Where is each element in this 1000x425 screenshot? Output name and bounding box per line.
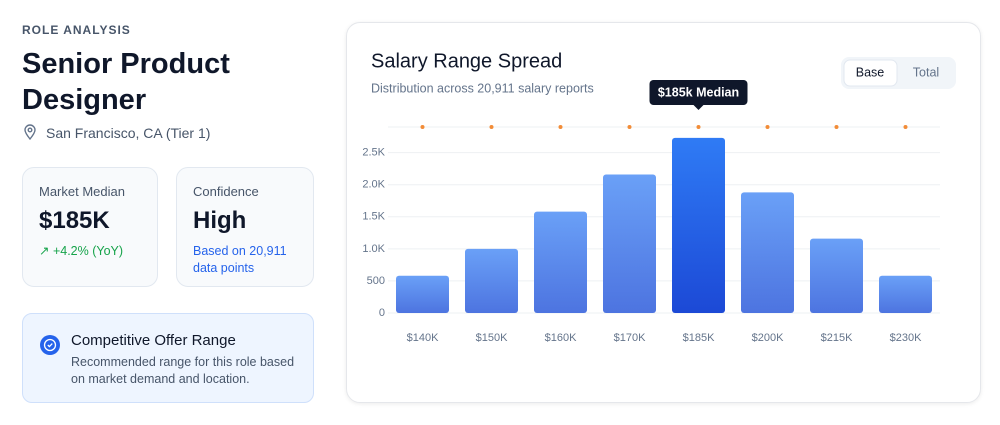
y-tick-label: 2.5K [362, 147, 385, 159]
chart-title: Salary Range Spread [371, 50, 562, 72]
toggle-active[interactable] [843, 59, 898, 87]
range-dot [696, 125, 701, 129]
tooltip [649, 80, 748, 105]
card-note: +4.2% (YoY) [52, 244, 124, 258]
median-card: Market Median $185K ↗ +4.2% (YoY) [22, 167, 158, 287]
x-tick-label: $170K [614, 332, 646, 344]
confidence-card: Confidence High Based on 20,911 data poi… [176, 167, 314, 287]
x-tick-label: $215K [821, 332, 853, 344]
bar [672, 137, 725, 313]
bar [534, 211, 587, 313]
offer-box: Competitive Offer Range Recommended rang… [22, 313, 314, 403]
card-value: $185K [39, 207, 110, 234]
x-tick-label: $160K [545, 332, 577, 344]
toggle-option[interactable]: Total [913, 65, 939, 79]
card-label: Confidence [193, 184, 259, 199]
offer-title: Competitive Offer Range [71, 332, 236, 349]
chart-card: Salary Range Spread Distribution across … [346, 22, 981, 403]
bar [810, 238, 863, 313]
y-tick-label: 0 [379, 307, 385, 319]
annotation: $185k Median [658, 85, 739, 99]
y-tick-label: 1.0K [362, 243, 385, 255]
range-dot [489, 125, 494, 129]
offer-text: Recommended range for this role based on… [71, 355, 295, 386]
y-tick-label: 1.5K [362, 211, 385, 223]
x-tick-label: $230K [890, 332, 922, 344]
toggle-option[interactable]: Base [856, 65, 885, 79]
x-tick-label: $140K [407, 332, 439, 344]
x-tick-label: $150K [476, 332, 508, 344]
range-dot [420, 125, 425, 129]
card-note: Based on 20,911 data points [193, 244, 287, 275]
trend-icon: ↗ [39, 244, 53, 258]
y-tick-label: 2.0K [362, 179, 385, 191]
chart-subtitle: Distribution across 20,911 salary report… [371, 81, 594, 95]
bar [396, 275, 449, 313]
chart: Salary Range Spread Distribution across … [362, 50, 956, 344]
card-value: High [193, 207, 247, 234]
y-tick-label: 500 [367, 275, 385, 287]
role-title: Senior Product Designer [22, 48, 230, 116]
bar [603, 174, 656, 313]
range-dot [558, 125, 563, 129]
range-dot [765, 125, 770, 129]
range-dot [627, 125, 632, 129]
eyebrow: ROLE ANALYSIS [22, 23, 131, 37]
range-dot [903, 125, 908, 129]
range-dot [834, 125, 839, 129]
bar [879, 275, 932, 313]
card-label: Market Median [39, 184, 125, 199]
pin-icon [24, 124, 36, 140]
location: San Francisco, CA (Tier 1) [46, 125, 211, 141]
x-tick-label: $200K [752, 332, 784, 344]
check-icon [40, 335, 60, 355]
tooltip-arrow [693, 105, 704, 110]
bar [741, 192, 794, 313]
x-tick-label: $185K [683, 332, 715, 344]
bar [465, 248, 518, 313]
